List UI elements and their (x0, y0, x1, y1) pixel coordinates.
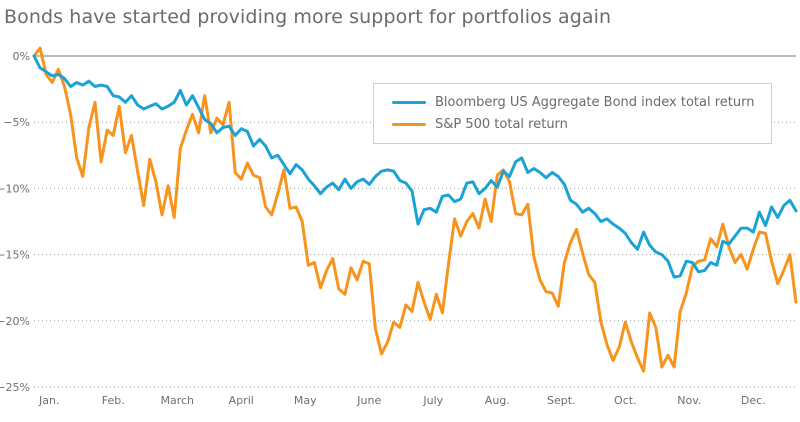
x-tick-label: Dec. (741, 394, 766, 407)
legend: Bloomberg US Aggregate Bond index total … (373, 83, 772, 144)
y-tick-label: −15% (0, 249, 30, 262)
legend-label-sp500: S&P 500 total return (435, 116, 568, 132)
series-line-sp500 (32, 46, 798, 373)
y-tick-label: −20% (0, 315, 30, 328)
x-tick-label: Feb. (102, 394, 125, 407)
x-tick-label: Jan. (38, 394, 59, 407)
x-tick-label: July (422, 394, 443, 407)
y-axis-ticks: 0% −5% −10% −15% −20% −25% (0, 50, 30, 394)
x-tick-label: June (356, 394, 381, 407)
legend-item-bonds: Bloomberg US Aggregate Bond index total … (392, 94, 754, 110)
x-tick-label: Sept. (547, 394, 576, 407)
y-tick-label: −10% (0, 182, 30, 195)
legend-swatch-sp500 (392, 122, 426, 126)
chart-title: Bonds have started providing more suppor… (4, 6, 612, 28)
x-tick-label: May (294, 394, 317, 407)
x-tick-label: Nov. (677, 394, 701, 407)
y-tick-label: 0% (13, 50, 30, 63)
legend-swatch-bonds (392, 100, 426, 104)
series-lines (32, 46, 798, 373)
y-tick-label: −5% (3, 116, 30, 129)
legend-item-sp500: S&P 500 total return (392, 116, 568, 132)
x-axis-ticks: Jan. Feb. March April May June July Aug. Sept. Oc… (38, 394, 766, 407)
y-tick-label: −25% (0, 381, 30, 394)
x-tick-label: Oct. (614, 394, 637, 407)
x-tick-label: April (229, 394, 254, 407)
x-tick-label: March (160, 394, 194, 407)
legend-label-bonds: Bloomberg US Aggregate Bond index total … (435, 94, 755, 110)
series-line-bonds (32, 54, 798, 279)
x-tick-label: Aug. (485, 394, 510, 407)
